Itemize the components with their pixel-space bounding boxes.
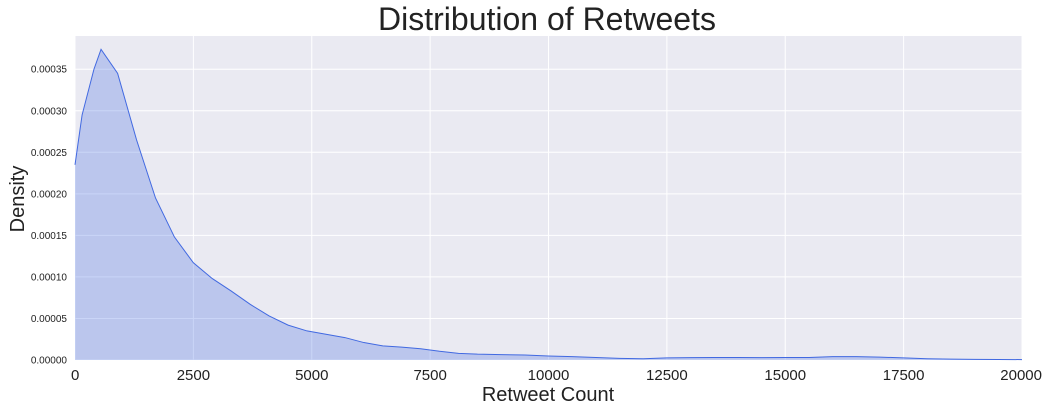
x-tick-label: 12500 — [646, 367, 688, 384]
x-tick-label: 17500 — [883, 367, 925, 384]
y-tick-label: 0.00015 — [31, 231, 68, 242]
x-tick-label: 0 — [71, 367, 79, 384]
y-tick-label: 0.00005 — [31, 314, 68, 325]
y-tick-label: 0.00035 — [31, 65, 68, 76]
chart-title: Distribution of Retweets — [378, 1, 716, 37]
x-axis-ticks: 0 2500 5000 7500 10000 12500 15000 17500 20000 — [71, 367, 1042, 384]
y-tick-label: 0.00030 — [31, 106, 68, 117]
y-tick-label: 0.00010 — [31, 272, 68, 283]
grid-lines — [74, 36, 1023, 361]
x-tick-label: 7500 — [413, 367, 446, 384]
x-tick-label: 5000 — [295, 367, 328, 384]
x-tick-label: 2500 — [177, 367, 210, 384]
y-axis-ticks: 0.00000 0.00005 0.00010 0.00015 0.00020 0.000… — [31, 65, 68, 367]
density-line — [74, 48, 1023, 361]
x-axis-label: Retweet Count — [482, 384, 615, 406]
x-tick-label: 10000 — [528, 367, 570, 384]
density-area — [75, 49, 1022, 360]
x-tick-label: 15000 — [764, 367, 806, 384]
y-tick-label: 0.00000 — [31, 356, 68, 367]
x-tick-label: 20000 — [1000, 367, 1042, 384]
y-tick-label: 0.00025 — [31, 148, 68, 159]
y-axis-label: Density — [7, 166, 29, 233]
y-tick-label: 0.00020 — [31, 189, 68, 200]
